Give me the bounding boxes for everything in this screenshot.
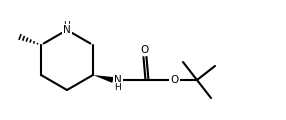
Polygon shape [93,75,114,83]
Text: H: H [63,21,70,30]
Text: N: N [114,75,122,85]
Text: N: N [63,25,71,35]
Text: O: O [141,45,149,55]
Text: H: H [115,83,121,91]
Text: O: O [170,75,178,85]
